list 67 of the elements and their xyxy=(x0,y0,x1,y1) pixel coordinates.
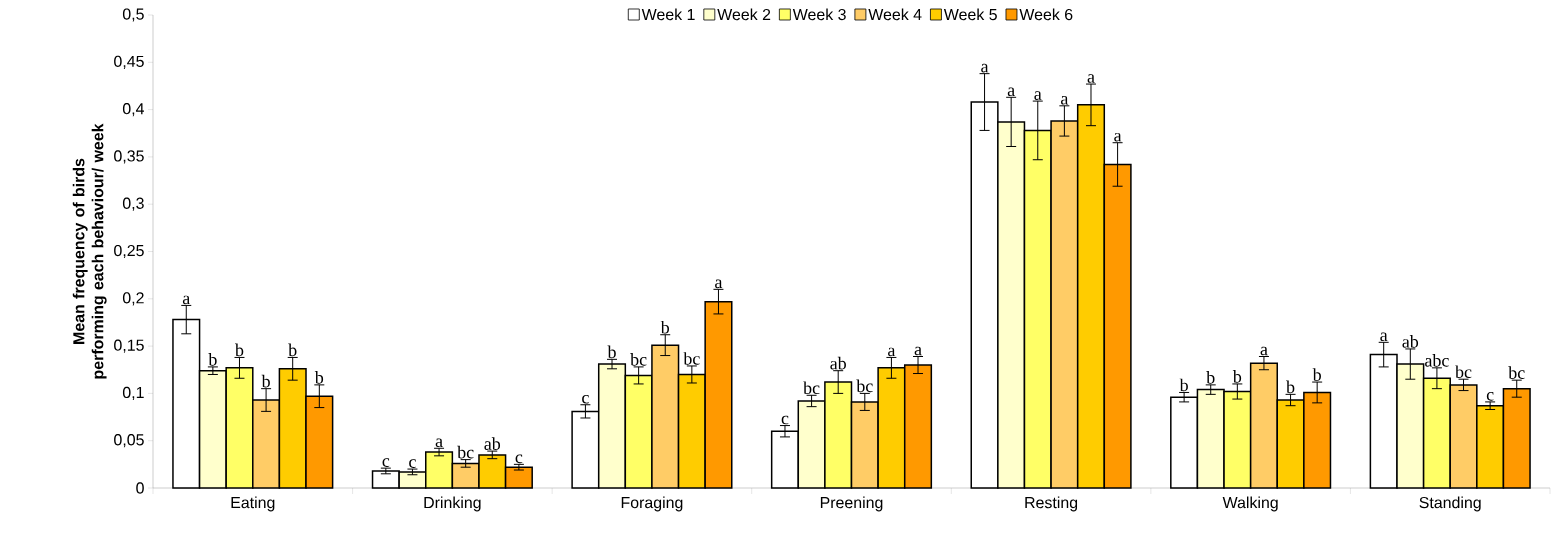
data-label: a xyxy=(1380,332,1388,342)
data-label: c xyxy=(582,394,589,404)
data-label: a xyxy=(182,295,190,305)
data-label: c xyxy=(382,458,390,467)
data-label: b xyxy=(288,343,297,357)
legend-label: Week 3 xyxy=(792,8,846,21)
y-tick-label: 0,1 xyxy=(122,386,144,400)
y-tick-label: 0,25 xyxy=(114,244,144,259)
data-label: a xyxy=(914,346,922,356)
legend-label: Week 5 xyxy=(943,8,997,21)
data-label: c xyxy=(515,454,523,464)
x-tick-label: Foraging xyxy=(621,496,683,512)
data-label: b xyxy=(314,371,324,384)
x-tick-label: Drinking xyxy=(424,496,481,512)
data-label: b xyxy=(1232,370,1242,383)
data-label: b xyxy=(235,343,244,357)
data-label: b xyxy=(1312,368,1321,381)
legend-label: Week 4 xyxy=(868,8,922,21)
y-tick-label: 0,35 xyxy=(114,150,144,164)
data-label: bc xyxy=(683,352,700,365)
y-tick-label: 0,2 xyxy=(122,292,144,306)
x-tick-label: Preening xyxy=(820,496,883,512)
data-label: a xyxy=(1114,132,1122,142)
legend-label: Week 1 xyxy=(641,8,695,21)
data-label: a xyxy=(888,347,896,357)
data-label: b xyxy=(261,374,270,388)
x-tick-label: Standing xyxy=(1419,496,1481,512)
y-tick-label: 0 xyxy=(136,482,144,494)
y-tick-label: 0,4 xyxy=(122,103,145,117)
data-label: b xyxy=(1206,371,1215,384)
y-axis-title: Mean frequency of birds performing each behaviour/ week xyxy=(72,123,107,379)
data-label: a xyxy=(1007,87,1015,97)
data-label: b xyxy=(208,353,217,366)
data-label: bc xyxy=(457,445,474,459)
y-tick-label: 0,3 xyxy=(122,197,144,211)
data-label: bc xyxy=(856,379,873,393)
data-label: c xyxy=(409,459,416,468)
y-tick-label: 0,5 xyxy=(122,8,144,22)
data-label: b xyxy=(1179,378,1188,392)
data-label: ab xyxy=(830,356,846,370)
data-label: b xyxy=(1286,380,1295,394)
data-label: bc xyxy=(630,353,647,366)
y-tick-label: 0,15 xyxy=(114,339,144,353)
data-label: b xyxy=(660,320,670,334)
legend-label: Week 6 xyxy=(1019,8,1073,21)
data-label: a xyxy=(981,63,989,73)
x-tick-label: Walking xyxy=(1222,496,1278,512)
data-label: abc xyxy=(1425,354,1449,367)
data-label: bc xyxy=(1508,366,1525,379)
data-label: bc xyxy=(803,381,820,395)
data-label: a xyxy=(435,438,443,448)
data-label: ab xyxy=(484,437,501,450)
y-tick-label: 0,45 xyxy=(114,55,144,69)
data-label: a xyxy=(1087,74,1095,83)
data-label: c xyxy=(781,415,789,425)
data-label: ab xyxy=(1402,335,1419,348)
data-label: bc xyxy=(1455,365,1472,379)
legend-label: Week 2 xyxy=(717,8,771,21)
data-label: a xyxy=(1061,96,1069,105)
x-tick-label: Eating xyxy=(231,496,275,512)
data-label: a xyxy=(1260,346,1268,356)
x-tick-label: Resting xyxy=(1025,496,1078,512)
data-label: a xyxy=(1034,91,1042,100)
data-label: b xyxy=(607,345,616,359)
data-label: c xyxy=(1486,392,1494,401)
data-label: a xyxy=(715,279,723,289)
y-tick-label: 0,05 xyxy=(114,434,144,448)
